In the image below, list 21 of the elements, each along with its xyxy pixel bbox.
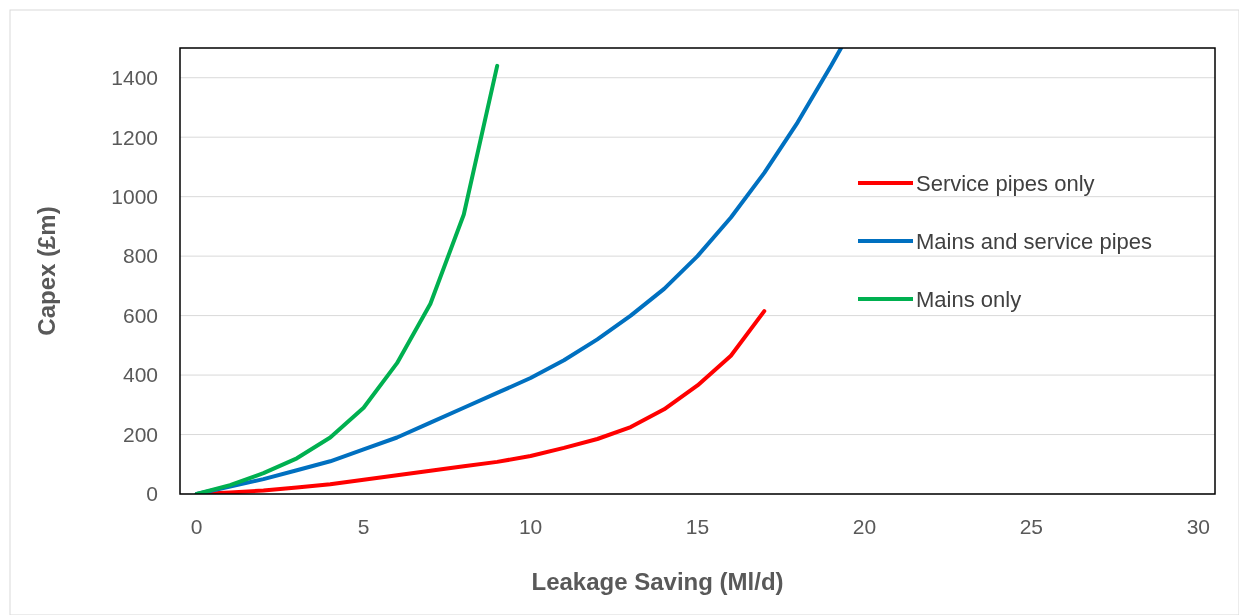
y-tick-label: 200 bbox=[122, 422, 158, 446]
x-tick-label: 5 bbox=[357, 515, 370, 538]
y-tick-label: 400 bbox=[122, 363, 158, 387]
y-tick-label: 1200 bbox=[111, 125, 158, 149]
x-tick-label: 15 bbox=[685, 515, 710, 538]
y-tick-label: 800 bbox=[122, 244, 158, 268]
y-axis-title: Capex (£m) bbox=[33, 206, 60, 336]
y-tick-label: 1000 bbox=[111, 185, 158, 209]
x-tick-label: 30 bbox=[1186, 515, 1210, 538]
legend-label: Service pipes only bbox=[916, 170, 1095, 196]
x-axis-title: Leakage Saving (Ml/d) bbox=[531, 568, 784, 595]
legend-label: Mains only bbox=[916, 286, 1022, 312]
legend-label: Mains and service pipes bbox=[916, 228, 1153, 254]
x-tick-label: 0 bbox=[190, 515, 203, 538]
line-series bbox=[194, 63, 500, 494]
y-tick-label: 1400 bbox=[111, 66, 158, 90]
x-tick-label: 20 bbox=[852, 515, 877, 538]
y-tick-label: 0 bbox=[146, 482, 158, 506]
x-tick-label: 10 bbox=[518, 515, 543, 538]
y-tick-label: 600 bbox=[122, 303, 158, 327]
x-tick-label: 25 bbox=[1019, 515, 1044, 538]
